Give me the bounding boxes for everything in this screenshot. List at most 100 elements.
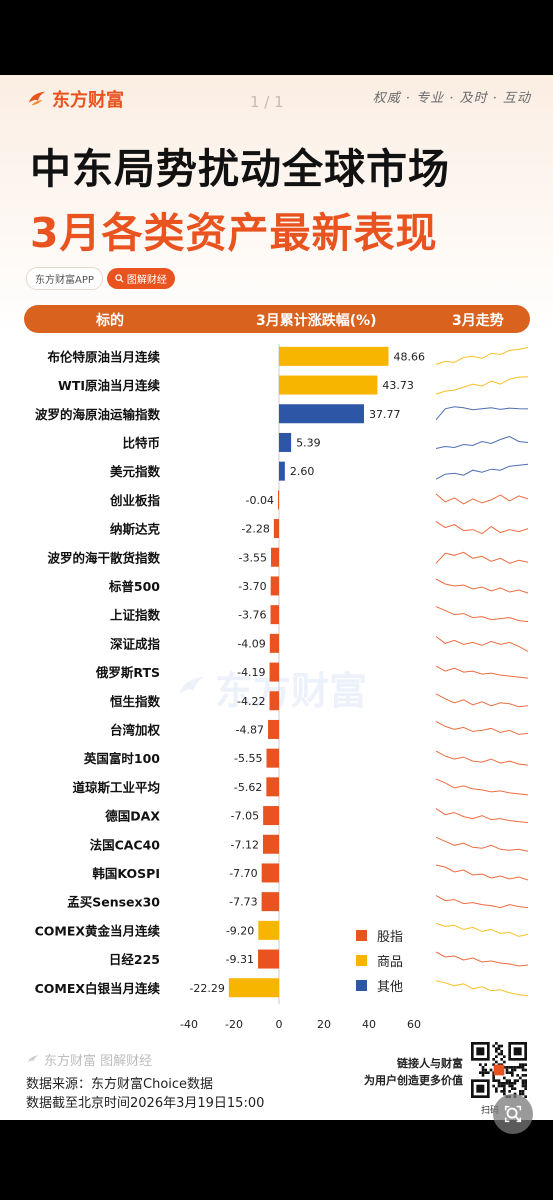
value-label: 43.73 [382,379,414,392]
value-label: 48.66 [393,350,425,363]
image-search-button[interactable] [493,1094,533,1134]
x-tick-label: 20 [317,1018,331,1031]
data-date: 数据截至北京时间2026年3月19日15:00 [26,1096,265,1111]
value-label: 5.39 [296,436,321,449]
value-label: -9.31 [226,953,254,966]
legend-swatch-stock [356,930,367,941]
infographic-card: 东方财富 1 / 1 权威 · 专业 · 及时 · 互动 中东局势扰动全球市场 … [0,75,553,1120]
value-label: -4.19 [237,666,265,679]
value-label: 37.77 [369,408,401,421]
category-label: 上证指数 [110,608,161,623]
bar [279,404,364,424]
bar [266,777,279,797]
value-label: 2.60 [290,465,315,478]
bar [268,719,279,739]
trend-sparkline [435,951,529,967]
value-label: -4.87 [236,723,264,736]
category-label: 日经225 [109,952,160,967]
x-tick-label: 60 [407,1018,421,1031]
value-label: -4.22 [237,695,265,708]
x-tick-label: -40 [180,1018,198,1031]
category-label: 纳斯达克 [110,522,161,537]
brand-name: 东方财富 [52,90,124,111]
category-label: 比特币 [122,435,160,450]
bar-chart: 布伦特原油当月连续 48.66 WTI原油当月连续 43.73 波罗的海原油运输指数 37… [35,344,529,1031]
value-label: -3.76 [238,609,266,622]
trend-sparkline [435,778,529,796]
category-label: WTI原油当月连续 [58,378,160,393]
bar [261,892,279,912]
trend-sparkline [435,346,529,365]
legend-item-stock: 股指 [356,923,403,948]
search-icon [115,273,124,283]
brand-logo: 东方财富 [26,85,124,113]
bar [279,375,378,395]
x-tick-label: -20 [225,1018,243,1031]
bar [270,605,279,625]
category-label: 布伦特原油当月连续 [47,349,160,364]
category-label: 深证成指 [110,636,161,651]
bar [278,490,279,510]
trend-sparkline [435,406,529,421]
x-tick-label: 40 [362,1018,376,1031]
qr-code-icon[interactable] [471,1042,527,1098]
bar [262,834,279,854]
category-label: 道琼斯工业平均 [72,780,160,795]
trend-sparkline [435,836,529,852]
table-header-bar: 标的 3月累计涨跌幅(%) 3月走势 [24,305,530,333]
header-slogan: 权威 · 专业 · 及时 · 互动 [372,91,531,106]
value-label: -2.28 [241,523,269,536]
legend-label-other: 其他 [377,980,404,995]
bar [258,949,279,969]
bar [263,806,279,826]
value-label: -4.09 [237,637,265,650]
value-label: -7.70 [229,867,257,880]
bar [279,432,292,452]
value-label: -7.05 [231,810,259,823]
value-label: -5.55 [234,752,262,765]
search-tag[interactable]: 图解财经 [106,267,175,289]
footer-slogan: 链接人与财富 为用户创造更多价值 [364,1055,463,1089]
footer-flame-icon [27,1054,39,1062]
trend-sparkline [435,636,529,652]
app-tag[interactable]: 东方财富APP [26,266,103,290]
category-label: 法国CAC40 [90,837,161,852]
footer-slogan-line2: 为用户创造更多价值 [364,1074,463,1087]
bar [266,748,279,768]
tag-bar: 东方财富APP 图解财经 [26,266,175,290]
footer-brand-text: 东方财富 图解财经 [44,1054,153,1069]
bar [228,978,279,998]
bar [273,519,279,539]
search-tag-label: 图解财经 [126,274,167,286]
value-label: -7.12 [231,838,259,851]
page-subtitle: 3月各类资产最新表现 [30,209,438,257]
legend-swatch-commodity [356,955,367,966]
trend-sparkline [435,435,529,449]
value-label: -0.04 [246,494,274,507]
category-label: 美元指数 [110,464,161,479]
trend-sparkline [435,665,529,679]
category-label: 创业板指 [109,493,161,508]
trend-sparkline [435,720,529,735]
category-label: 俄罗斯RTS [95,665,160,680]
value-label: -5.62 [234,781,262,794]
trend-sparkline [435,376,529,395]
trend-sparkline [435,693,529,708]
bar [261,863,279,883]
bar [269,633,279,653]
trend-sparkline [435,493,529,505]
lens-search-icon [504,1105,522,1123]
trend-sparkline [435,463,529,480]
category-label: 韩国KOSPI [92,866,160,881]
trend-sparkline [435,864,529,881]
category-label: COMEX黄金当月连续 [35,923,161,938]
category-label: COMEX白银当月连续 [35,981,161,996]
bar [269,691,279,711]
trend-sparkline [435,808,529,824]
legend-label-stock: 股指 [377,930,404,945]
col-header-trend: 3月走势 [452,313,504,329]
col-header-asset: 标的 [96,313,124,329]
bar [270,576,279,596]
trend-sparkline [435,606,529,623]
category-label: 波罗的海原油运输指数 [35,407,161,422]
